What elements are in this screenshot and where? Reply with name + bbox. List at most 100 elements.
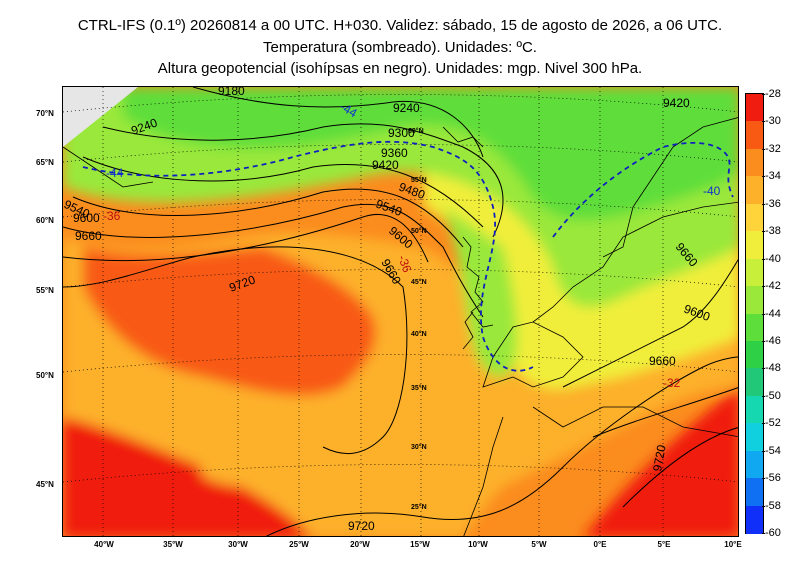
colorbar-segment bbox=[746, 313, 763, 342]
colorbar-tick-mark bbox=[762, 121, 765, 123]
colorbar-tick-label: -46 bbox=[765, 334, 781, 347]
colorbar-segment bbox=[746, 148, 763, 177]
colorbar-segment bbox=[746, 395, 763, 424]
longitude-label: 0°E bbox=[593, 540, 607, 549]
longitude-label: 25°W bbox=[289, 540, 309, 549]
colorbar-tick-label: -52 bbox=[765, 417, 781, 430]
colorbar-segment bbox=[746, 505, 763, 534]
longitude-label: 30°W bbox=[228, 540, 248, 549]
inner-lat-label: 45°N bbox=[411, 278, 427, 286]
colorbar-tick-mark bbox=[762, 148, 765, 150]
isotherm-label: -44 bbox=[106, 166, 124, 180]
graticule bbox=[63, 87, 738, 536]
colorbar-tick-mark bbox=[762, 203, 765, 205]
colorbar-tick-mark bbox=[762, 505, 765, 507]
inner-latitude-labels: 60°N 55°N 50°N 45°N 40°N 35°N 30°N 25°N bbox=[408, 127, 427, 511]
latitude-label: 45°N bbox=[36, 480, 54, 489]
colorbar-tick-label: -58 bbox=[765, 499, 781, 512]
colorbar-tick-label: -34 bbox=[765, 170, 781, 183]
colorbar-tick-label: -44 bbox=[765, 307, 781, 320]
colorbar-tick-mark bbox=[762, 478, 765, 480]
colorbar-segment bbox=[746, 286, 763, 314]
inner-lat-label: 60°N bbox=[408, 127, 424, 135]
colorbar-tick-label: -50 bbox=[765, 389, 781, 402]
isohypse-label: 9660 bbox=[75, 229, 102, 243]
inner-lat-label: 30°N bbox=[411, 443, 427, 451]
temperature-map: 9180 9240 9240 9300 9360 9420 9420 9480 … bbox=[62, 86, 739, 537]
isohypse-label: 9720 bbox=[650, 443, 668, 472]
colorbar-tick-label: -38 bbox=[765, 225, 781, 238]
colorbar-tick-label: -56 bbox=[765, 472, 781, 485]
longitude-label: 10°E bbox=[724, 540, 742, 549]
isohypse-label: 9720 bbox=[348, 519, 375, 533]
colorbar-segment bbox=[746, 258, 763, 287]
isohypse-label: 9600 bbox=[73, 211, 100, 225]
colorbar-segment bbox=[746, 121, 763, 150]
colorbar-tick-mark bbox=[762, 313, 765, 315]
isohypse-label: 9180 bbox=[218, 87, 245, 98]
temperature-shading bbox=[63, 87, 738, 536]
colorbar-tick-label: -36 bbox=[765, 197, 781, 210]
coastlines bbox=[63, 117, 738, 536]
longitude-label: 10°W bbox=[468, 540, 488, 549]
inner-lat-label: 50°N bbox=[411, 227, 427, 235]
longitude-label: 15°W bbox=[410, 540, 430, 549]
colorbar-tick-label: -32 bbox=[765, 142, 781, 155]
colorbar-segment bbox=[746, 423, 763, 452]
colorbar-tick-mark bbox=[762, 286, 765, 288]
colorbar-tick-mark bbox=[762, 533, 765, 534]
colorbar-tick-label: -48 bbox=[765, 362, 781, 375]
colorbar-tick-mark bbox=[762, 94, 765, 95]
colorbar-tick-label: -28 bbox=[765, 88, 781, 100]
longitude-label: 5°E bbox=[657, 540, 671, 549]
isohypse-label: 9360 bbox=[381, 146, 408, 160]
inner-lat-label: 40°N bbox=[411, 330, 427, 338]
inner-lat-label: 35°N bbox=[411, 384, 427, 392]
isotherm-label: -32 bbox=[663, 376, 681, 390]
isotherm-labels: -44 -44 -40 -36 -36 -32 bbox=[103, 99, 721, 390]
isotherm-label: -40 bbox=[703, 184, 721, 198]
colorbar-tick-label: -42 bbox=[765, 280, 781, 293]
colorbar-tick-mark bbox=[762, 258, 765, 260]
colorbar-segment bbox=[746, 94, 763, 122]
colorbar-segment bbox=[746, 231, 763, 260]
isotherm-label: -36 bbox=[103, 209, 121, 223]
colorbar-tick-mark bbox=[762, 423, 765, 425]
map-title-line-1: CTRL-IFS (0.1º) 20260814 a 00 UTC. H+030… bbox=[77, 17, 723, 34]
colorbar-tick-mark bbox=[762, 231, 765, 233]
colorbar-tick-mark bbox=[762, 176, 765, 178]
map-title-line-2: Temperatura (sombreado). Unidades: ºC. bbox=[263, 39, 537, 56]
colorbar-tick-mark bbox=[762, 395, 765, 397]
colorbar-segment bbox=[746, 368, 763, 397]
longitude-label: 35°W bbox=[163, 540, 183, 549]
colorbar-segment bbox=[746, 203, 763, 232]
longitude-label: 20°W bbox=[350, 540, 370, 549]
colorbar-tick-mark bbox=[762, 450, 765, 452]
latitude-label: 50°N bbox=[36, 371, 54, 380]
colorbar-tick-label: -54 bbox=[765, 444, 781, 457]
longitude-label: 40°W bbox=[94, 540, 114, 549]
colorbar-segment bbox=[746, 176, 763, 205]
isohypse-label: 9240 bbox=[393, 101, 420, 115]
latitude-label: 70°N bbox=[36, 109, 54, 118]
colorbar-segment bbox=[746, 340, 763, 369]
isotherm-label: -36 bbox=[395, 253, 414, 274]
inner-lat-label: 25°N bbox=[411, 503, 427, 511]
colorbar-segment bbox=[746, 450, 763, 479]
colorbar-tick-mark bbox=[762, 368, 765, 370]
isohypse-label: 9300 bbox=[388, 126, 415, 140]
latitude-label: 55°N bbox=[36, 286, 54, 295]
colorbar-tick-mark bbox=[762, 340, 765, 342]
isohypse-label: 9420 bbox=[372, 158, 399, 172]
temperature-isotherms bbox=[82, 140, 734, 372]
colorbar-tick-label: -30 bbox=[765, 115, 781, 128]
longitude-label: 5°W bbox=[531, 540, 547, 549]
latitude-label: 60°N bbox=[36, 216, 54, 225]
isohypse-label: 9420 bbox=[663, 96, 690, 110]
inner-lat-label: 55°N bbox=[411, 176, 427, 184]
colorbar-segment bbox=[746, 478, 763, 507]
isohypse-label: 9660 bbox=[649, 354, 676, 368]
map-canvas: 9180 9240 9240 9300 9360 9420 9420 9480 … bbox=[63, 87, 738, 536]
colorbar-tick-label: -60 bbox=[765, 527, 781, 539]
latitude-label: 65°N bbox=[36, 158, 54, 167]
